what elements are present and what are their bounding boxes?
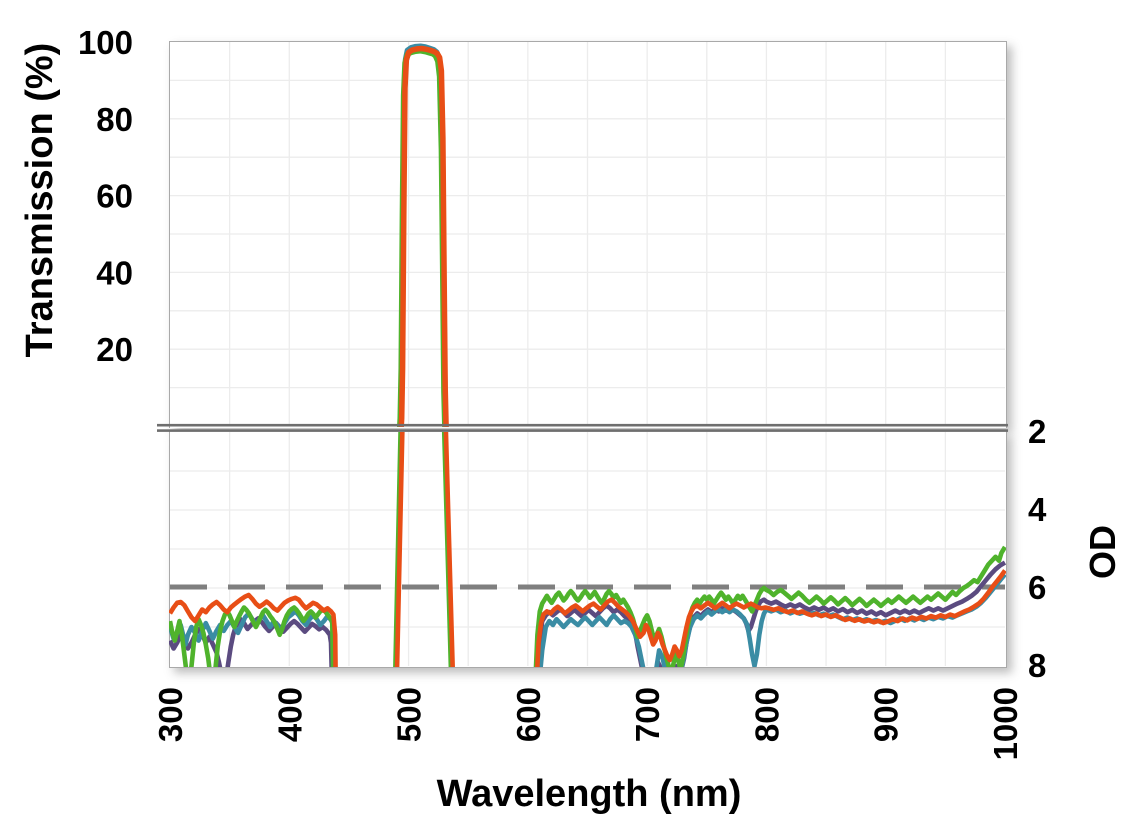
x-axis-title: Wavelength (nm) (436, 773, 742, 815)
transmission-tick-label: 40 (96, 254, 133, 291)
y-axis-title-left: Transmission (%) (19, 42, 61, 358)
transmission-traces (396, 43, 449, 427)
od-traces (169, 432, 1006, 667)
tick-labels: 100 80 60 40 20 2 4 6 8 300 400 500 600 700 800 900 1000 (78, 24, 1047, 760)
wavelength-tick-label: 400 (271, 687, 308, 742)
od-tick-label: 8 (1028, 647, 1046, 684)
wavelength-tick-label: 800 (748, 687, 785, 742)
divider-line-lower (157, 429, 1008, 432)
wavelength-tick-label: 900 (868, 687, 905, 742)
gridlines (170, 42, 1005, 666)
wavelength-tick-label: 600 (510, 687, 547, 742)
transmission-trace-orange (398, 45, 449, 427)
wavelength-tick-label: 500 (391, 687, 428, 742)
axis-break-divider (157, 423, 1008, 432)
od-tick-label: 2 (1028, 413, 1046, 450)
od-tick-label: 4 (1028, 491, 1047, 528)
od-trace-orange (169, 432, 1006, 667)
divider-line-upper (157, 423, 1008, 427)
transmission-tick-label: 80 (96, 101, 133, 138)
transmission-tick-label: 20 (96, 331, 133, 368)
y-axis-title-right: OD (1082, 525, 1123, 579)
wavelength-tick-label: 1000 (987, 687, 1024, 760)
wavelength-tick-label: 700 (629, 687, 666, 742)
transmission-tick-label: 100 (78, 24, 133, 61)
wavelength-tick-label: 300 (152, 687, 189, 742)
transmission-tick-label: 60 (96, 178, 133, 215)
od-tick-label: 6 (1028, 569, 1046, 606)
